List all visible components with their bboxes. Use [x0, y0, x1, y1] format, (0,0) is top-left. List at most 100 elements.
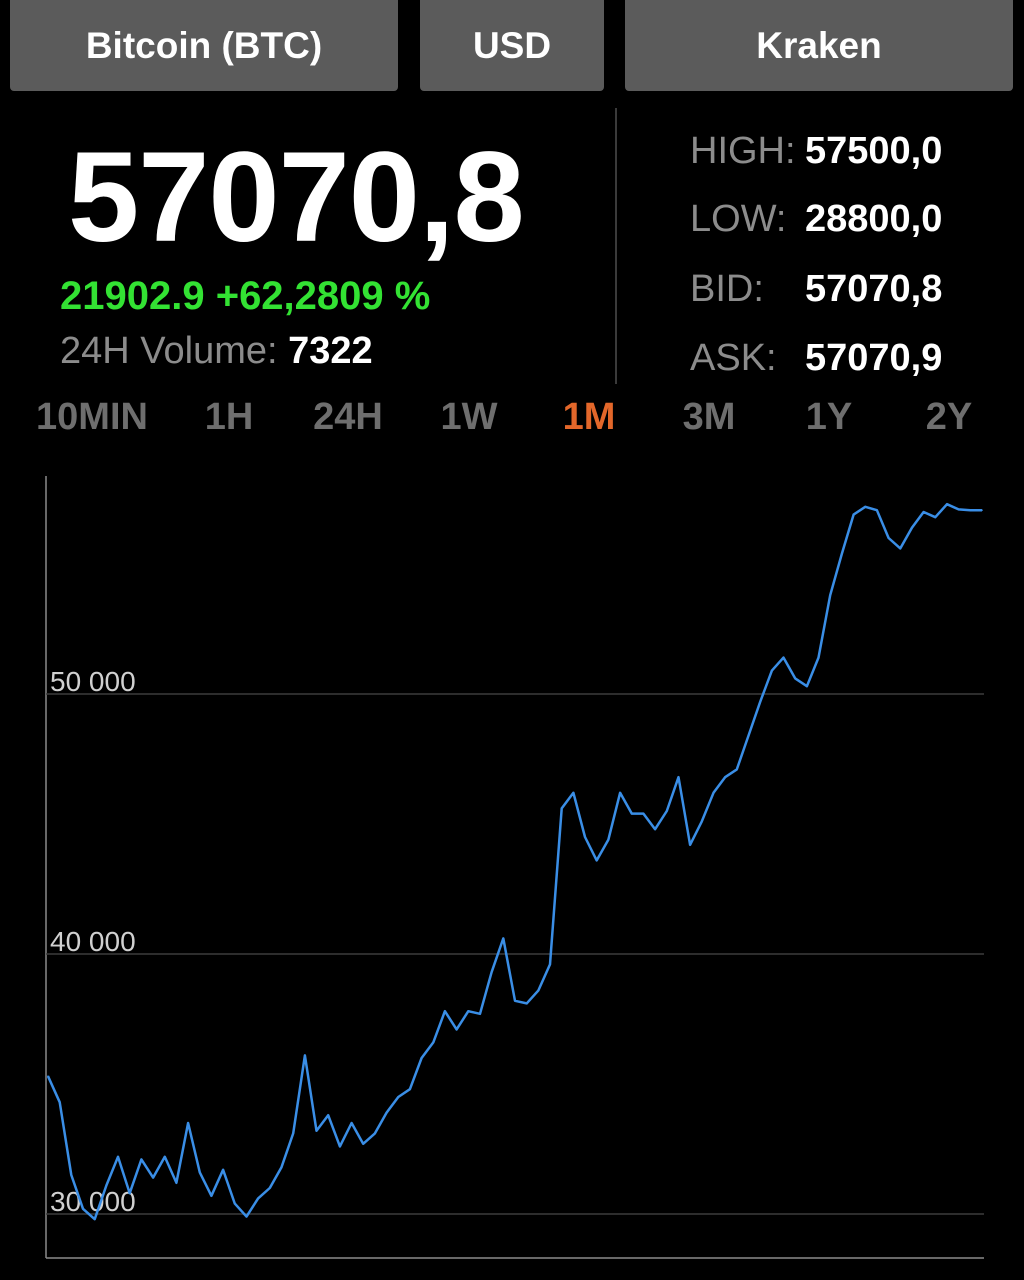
tab-10min[interactable]: 10MIN [36, 396, 148, 438]
price-point [794, 677, 796, 680]
price-point [957, 508, 960, 511]
price-point [852, 513, 855, 516]
price-point [864, 506, 867, 508]
y-tick-label: 50 000 [50, 666, 136, 697]
price-point [759, 701, 761, 703]
price-point [234, 1202, 236, 1205]
price-point [829, 594, 831, 596]
price-point [701, 820, 703, 823]
price-point [292, 1132, 295, 1135]
price-point [595, 859, 598, 862]
price-point [467, 1010, 470, 1012]
price-point [455, 1028, 458, 1031]
price-point [245, 1215, 248, 1218]
price-point [549, 963, 551, 966]
price-point [140, 1158, 143, 1161]
price-point [560, 807, 563, 810]
coin-selector-button[interactable]: Bitcoin (BTC) [10, 0, 398, 91]
currency-selector-button[interactable]: USD [420, 0, 604, 91]
price-point [806, 685, 808, 687]
price-point [105, 1184, 108, 1187]
tab-1w[interactable]: 1W [440, 396, 498, 438]
price-point [339, 1145, 341, 1148]
price-point [514, 1000, 516, 1002]
price-point [677, 776, 680, 778]
price-point [362, 1143, 365, 1145]
current-price: 57070,8 [68, 126, 525, 269]
price-point [164, 1156, 166, 1158]
price-point [280, 1166, 283, 1168]
tab-1y[interactable]: 1Y [805, 396, 853, 438]
tab-3m[interactable]: 3M [682, 396, 736, 438]
price-point [432, 1041, 435, 1044]
price-point [946, 503, 948, 505]
tab-1m[interactable]: 1M [562, 396, 616, 438]
bid-value: 57070,8 [805, 268, 943, 310]
price-point [934, 516, 937, 518]
price-point [117, 1156, 119, 1158]
price-point [315, 1130, 318, 1132]
exchange-selector-button[interactable]: Kraken [625, 0, 1013, 91]
price-point [607, 838, 610, 841]
price-chart: 30 000 40 000 50 000 [45, 476, 984, 1259]
tab-24h[interactable]: 24H [313, 396, 383, 438]
price-point [47, 1075, 49, 1077]
bid-label: BID: [690, 268, 764, 310]
price-point [490, 971, 493, 973]
price-point [782, 656, 785, 659]
price-point [128, 1192, 131, 1194]
price-point [712, 792, 715, 794]
price-point [724, 776, 726, 778]
price-point [222, 1169, 224, 1171]
price-point [152, 1176, 154, 1179]
low-value: 28800,0 [805, 198, 943, 240]
price-point [841, 552, 843, 555]
price-point [479, 1013, 481, 1015]
price-point [736, 768, 738, 771]
price-point [385, 1111, 388, 1114]
price-point [666, 810, 668, 812]
price-point [771, 669, 773, 672]
y-tick-label: 30 000 [50, 1186, 136, 1217]
price-point [409, 1088, 411, 1090]
price-point [187, 1122, 189, 1124]
price-point [257, 1197, 259, 1200]
tab-1h[interactable]: 1H [204, 396, 254, 438]
low-label: LOW: [690, 198, 787, 240]
price-point [444, 1010, 446, 1012]
price-point [887, 537, 890, 539]
price-point [584, 836, 586, 838]
price-point [82, 1208, 84, 1210]
price-point [817, 656, 820, 659]
high-label: HIGH: [690, 130, 796, 172]
price-point [502, 937, 505, 940]
price-point [631, 812, 633, 815]
period-tabs: 10MIN 1H 24H 1W 1M 3M 1Y 2Y [0, 396, 1024, 452]
price-point [210, 1195, 213, 1197]
price-point [654, 828, 656, 830]
price-point [876, 509, 878, 511]
price-point [175, 1182, 178, 1184]
price-point [537, 989, 540, 992]
price-point [619, 792, 621, 794]
price-point [304, 1054, 306, 1057]
stats-divider [615, 108, 617, 384]
price-point [374, 1132, 376, 1135]
price-point [572, 792, 575, 794]
price-change: 21902.9 +62,2809 % [60, 274, 431, 318]
price-point [58, 1101, 61, 1103]
price-point [199, 1171, 201, 1174]
y-tick-label: 40 000 [50, 926, 136, 957]
price-point [747, 734, 750, 737]
price-point [70, 1174, 73, 1176]
price-point [350, 1122, 353, 1124]
price-point [525, 1002, 528, 1005]
price-point [911, 526, 913, 529]
price-series-line [46, 502, 982, 1221]
price-point [689, 844, 691, 846]
price-point [899, 547, 902, 550]
price-point [642, 812, 645, 815]
price-point [420, 1057, 423, 1059]
price-point [922, 511, 925, 513]
tab-2y[interactable]: 2Y [925, 396, 973, 438]
